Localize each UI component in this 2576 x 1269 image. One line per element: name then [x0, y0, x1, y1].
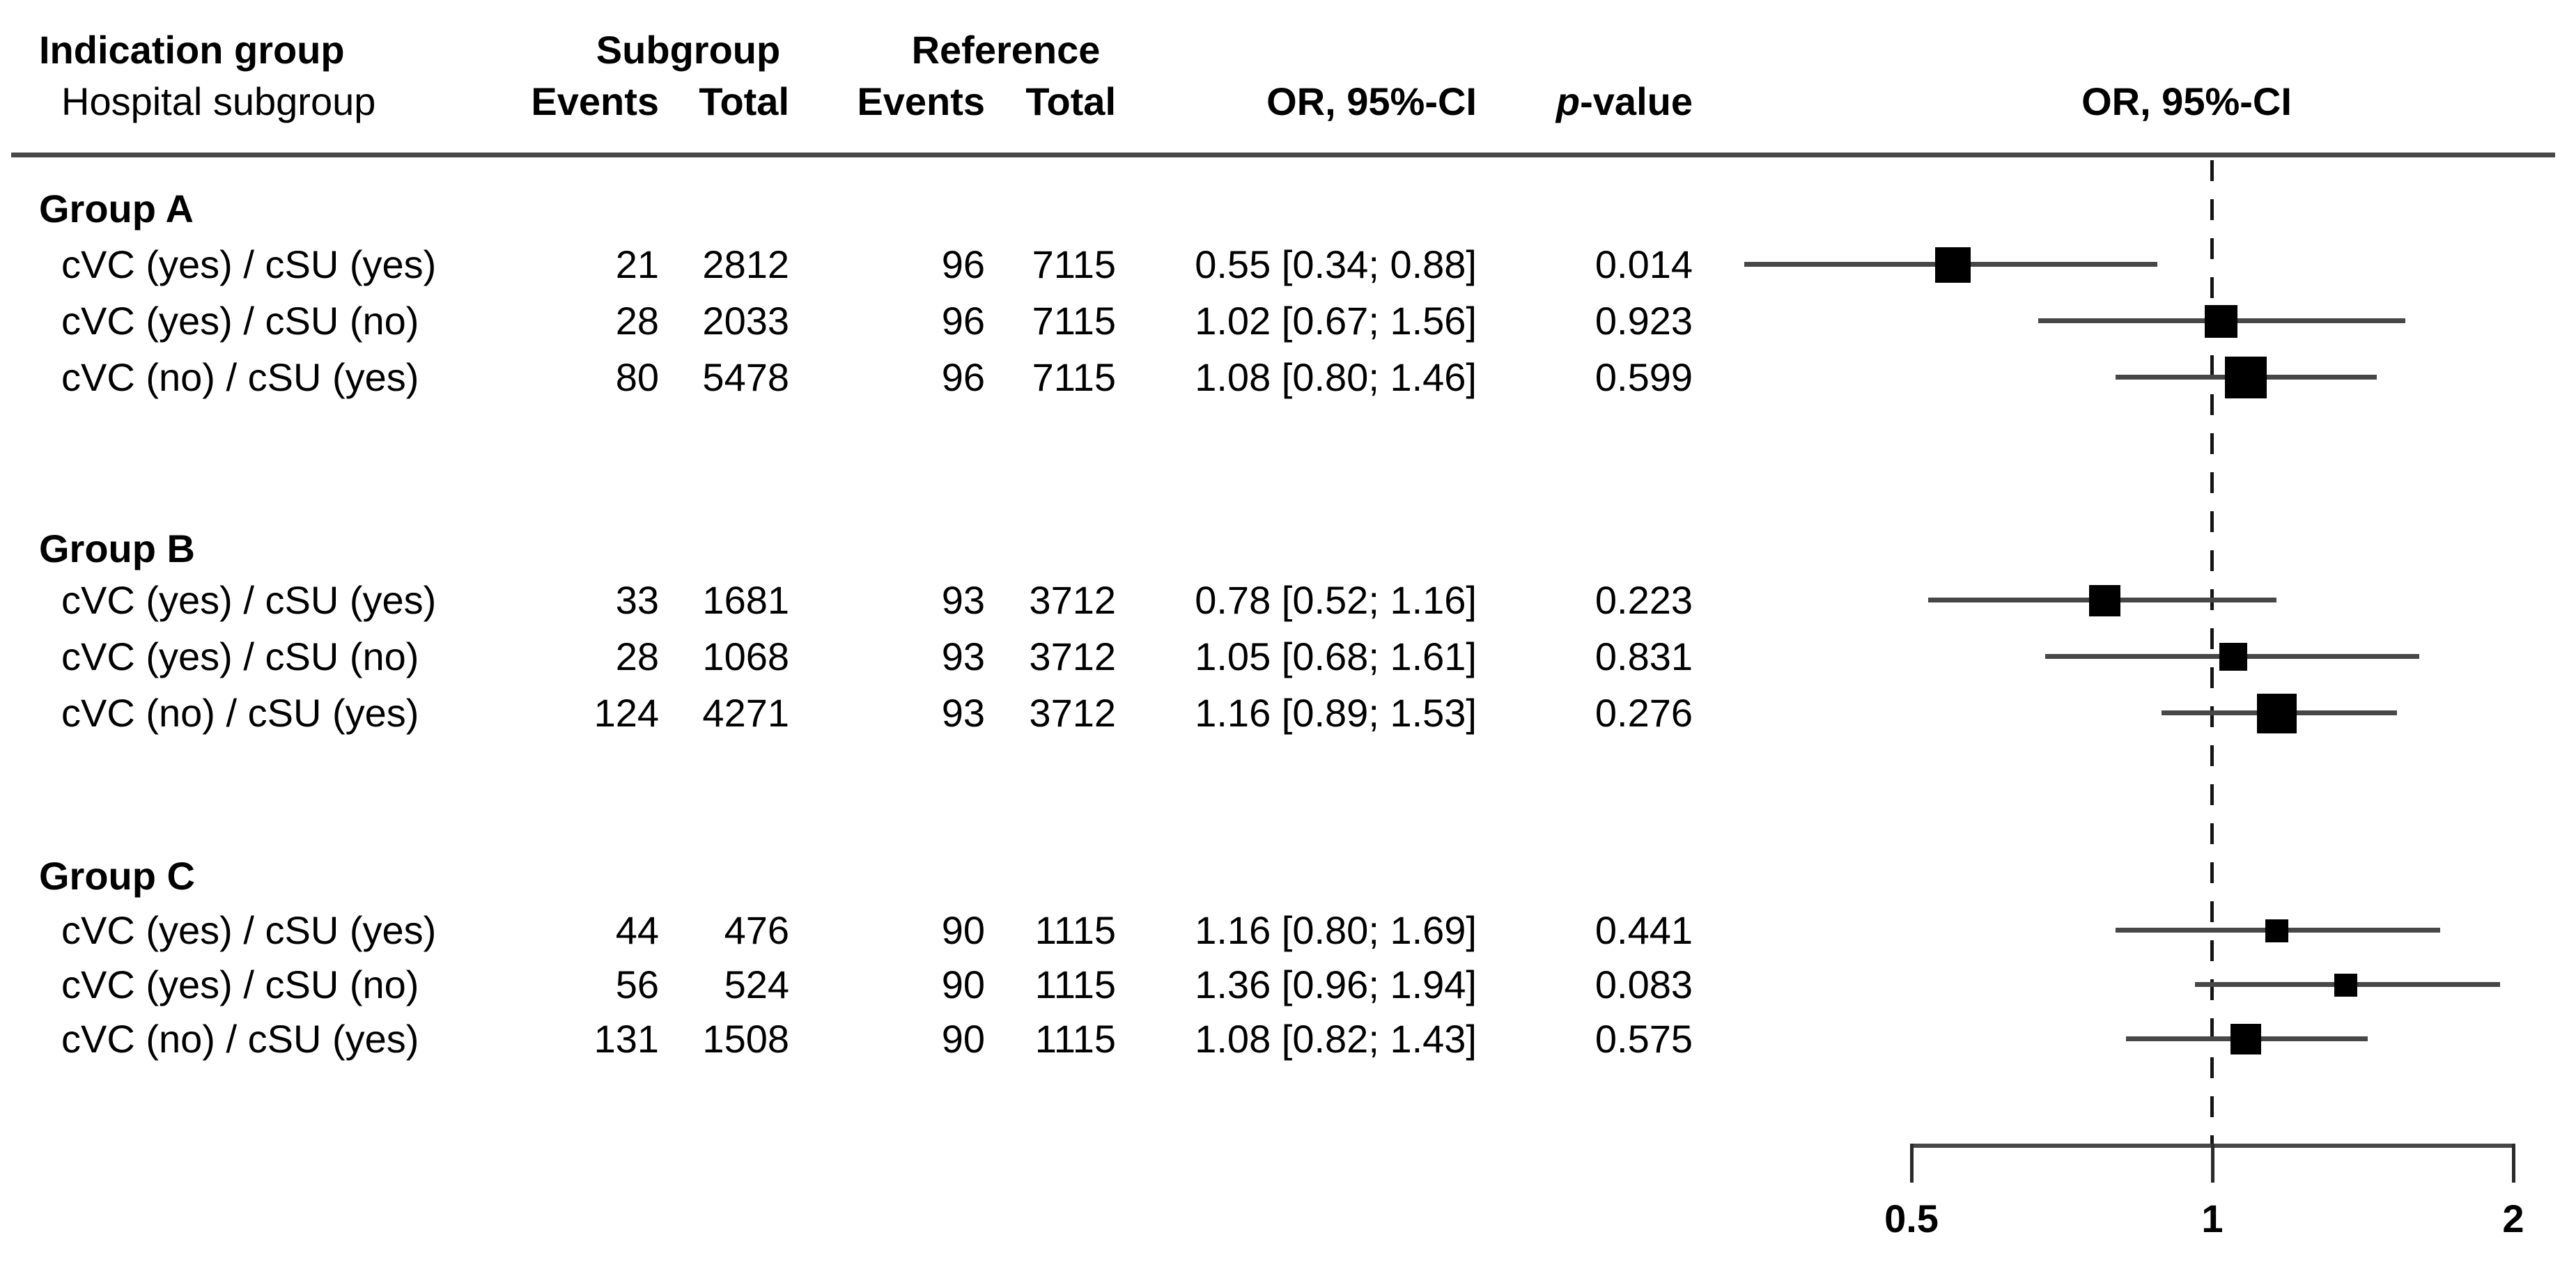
row-label: cVC (no) / cSU (yes) [61, 691, 419, 735]
row-events: 33 [615, 578, 659, 622]
row-ref-events: 93 [941, 691, 985, 735]
row-or-ci: 1.36 [0.96; 1.94] [1195, 963, 1477, 1006]
row-label: cVC (yes) / cSU (yes) [61, 578, 437, 622]
row-total: 2812 [702, 242, 789, 286]
row-p-value: 0.831 [1595, 634, 1693, 678]
or-marker [2225, 357, 2267, 398]
row-p-value: 0.599 [1595, 355, 1693, 399]
row-total: 2033 [702, 299, 789, 343]
row-label: cVC (no) / cSU (yes) [61, 355, 419, 399]
row-or-ci: 0.55 [0.34; 0.88] [1195, 242, 1477, 286]
or-marker [2257, 694, 2297, 733]
row-ref-total: 1115 [1034, 908, 1116, 952]
row-ref-events: 96 [941, 355, 985, 399]
or-marker [2089, 585, 2120, 616]
header-p-rest: -value [1580, 79, 1693, 123]
header-subgroup-total: Total [699, 79, 789, 123]
or-marker [1935, 247, 1971, 283]
row-events: 56 [615, 963, 659, 1006]
row-label: cVC (yes) / cSU (no) [61, 634, 419, 678]
header-indication-group: Indication group [39, 28, 345, 72]
row-ref-total: 7115 [1032, 299, 1116, 343]
row-events: 44 [615, 908, 659, 952]
row-or-ci: 1.02 [0.67; 1.56] [1195, 299, 1477, 343]
row-p-value: 0.575 [1595, 1017, 1693, 1061]
or-marker [2230, 1024, 2261, 1054]
header-hospital-subgroup: Hospital subgroup [61, 79, 376, 123]
group-label: Group A [39, 187, 194, 231]
header-separator-rule [11, 153, 2555, 157]
row-or-ci: 1.05 [0.68; 1.61] [1195, 634, 1477, 678]
row-label: cVC (yes) / cSU (yes) [61, 242, 437, 286]
row-ref-total: 7115 [1032, 355, 1116, 399]
row-ref-events: 96 [941, 299, 985, 343]
row-p-value: 0.923 [1595, 299, 1693, 343]
row-ref-total: 1115 [1034, 1017, 1116, 1061]
header-reference-total: Total [1025, 79, 1116, 123]
row-ref-events: 90 [941, 963, 985, 1006]
or-marker [2205, 305, 2237, 338]
row-total: 5478 [702, 355, 789, 399]
header-reference-events: Events [857, 79, 985, 123]
row-events: 28 [615, 634, 659, 678]
row-label: cVC (yes) / cSU (no) [61, 963, 419, 1006]
or-marker [2334, 974, 2357, 997]
or-marker [2219, 643, 2247, 671]
x-axis-tick [2512, 1144, 2515, 1183]
row-total: 1681 [702, 578, 789, 622]
x-axis-tick-label: 2 [2502, 1197, 2524, 1240]
row-p-value: 0.014 [1595, 242, 1693, 286]
row-label: cVC (yes) / cSU (no) [61, 299, 419, 343]
header-reference: Reference [911, 28, 1101, 72]
row-label: cVC (no) / cSU (yes) [61, 1017, 419, 1061]
row-ref-events: 93 [941, 634, 985, 678]
header-or-ci: OR, 95%-CI [1266, 79, 1477, 123]
row-events: 28 [615, 299, 659, 343]
row-p-value: 0.083 [1595, 963, 1693, 1006]
row-total: 524 [724, 963, 789, 1006]
row-p-value: 0.223 [1595, 578, 1693, 622]
row-total: 1068 [702, 634, 789, 678]
group-label: Group B [39, 527, 195, 570]
row-events: 21 [615, 242, 659, 286]
row-ref-events: 90 [941, 1017, 985, 1061]
row-or-ci: 1.16 [0.80; 1.69] [1195, 908, 1477, 952]
header-plot-or-ci: OR, 95%-CI [2081, 79, 2292, 123]
x-axis-tick [1910, 1144, 1914, 1183]
x-axis-tick [2211, 1144, 2214, 1183]
row-ref-events: 96 [941, 242, 985, 286]
x-axis-tick-label: 1 [2201, 1197, 2224, 1240]
row-p-value: 0.441 [1595, 908, 1693, 952]
row-ref-total: 3712 [1029, 634, 1116, 678]
row-or-ci: 1.16 [0.89; 1.53] [1195, 691, 1477, 735]
or-marker [2265, 919, 2288, 942]
row-events: 124 [593, 691, 659, 735]
header-p-value: p-value [1519, 82, 1693, 121]
row-or-ci: 1.08 [0.82; 1.43] [1195, 1017, 1477, 1061]
header-subgroup-events: Events [531, 79, 659, 123]
row-ref-total: 3712 [1029, 691, 1116, 735]
row-events: 80 [615, 355, 659, 399]
row-total: 1508 [702, 1017, 789, 1061]
header-p-italic: p [1555, 79, 1581, 123]
row-events: 131 [593, 1017, 659, 1061]
row-ref-total: 3712 [1029, 578, 1116, 622]
row-ref-total: 7115 [1032, 242, 1116, 286]
reference-line-or-1 [2210, 160, 2214, 1146]
row-or-ci: 0.78 [0.52; 1.16] [1195, 578, 1477, 622]
row-ref-events: 90 [941, 908, 985, 952]
row-ref-total: 1115 [1034, 963, 1116, 1006]
row-or-ci: 1.08 [0.80; 1.46] [1195, 355, 1477, 399]
x-axis-tick-label: 0.5 [1884, 1197, 1939, 1240]
row-total: 4271 [702, 691, 789, 735]
header-subgroup: Subgroup [596, 28, 781, 72]
row-p-value: 0.276 [1595, 691, 1693, 735]
row-total: 476 [724, 908, 789, 952]
row-label: cVC (yes) / cSU (yes) [61, 908, 437, 952]
group-label: Group C [39, 854, 195, 898]
row-ref-events: 93 [941, 578, 985, 622]
